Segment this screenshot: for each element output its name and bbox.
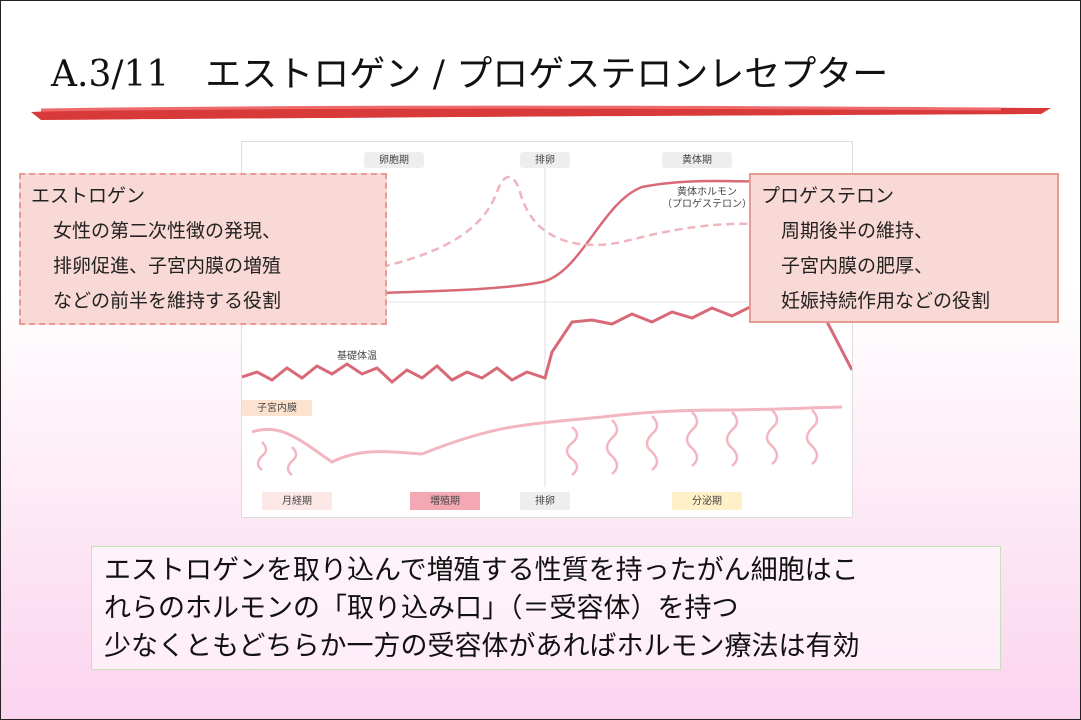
phase-label: 分泌期 [692, 494, 722, 507]
phase-box [672, 492, 742, 510]
phase-box [662, 152, 732, 168]
phase-label: 黄体期 [682, 153, 712, 166]
temperature-line [242, 300, 852, 384]
summary-box: エストロゲンを取り込んで増殖する性質を持ったがん細胞はこ れらのホルモンの「取り… [91, 546, 1001, 670]
callout-line: 妊娠持続作用などの役割 [781, 290, 991, 312]
summary-line: エストロゲンを取り込んで増殖する性質を持ったがん細胞はこ [104, 555, 859, 586]
estrogen-callout: エストロゲン 女性の第二次性徴の発現、 排卵促進、子宮内膜の増殖 などの前半を維… [19, 173, 387, 325]
phase-box [520, 152, 570, 168]
phase-label: 月経期 [282, 494, 312, 507]
progesterone-callout: プロゲステロン 周期後半の維持、 子宮内膜の肥厚、 妊娠持続作用などの役割 [749, 173, 1059, 323]
endometrium-label: 子宮内膜 [257, 401, 297, 414]
temperature-label: 基礎体温 [337, 349, 377, 362]
phase-box [520, 492, 570, 510]
callout-line: 子宮内膜の肥厚、 [781, 255, 934, 277]
estrogen-curve [381, 175, 763, 269]
phase-box [410, 492, 480, 510]
endometrium-tag [242, 400, 312, 416]
phase-label: 排卵 [535, 494, 555, 507]
phase-box [262, 492, 332, 510]
summary-line: 少なくともどちらか一方の受容体があればホルモン療法は有効 [104, 631, 860, 662]
progesterone-curve [242, 179, 852, 299]
phase-label: 排卵 [535, 153, 555, 166]
phase-box [364, 152, 424, 168]
callout-title: エストロゲン [31, 185, 146, 207]
callout-line: などの前半を維持する役割 [53, 290, 282, 312]
callout-line: 女性の第二次性徴の発現、 [53, 220, 282, 242]
callout-line: 周期後半の維持、 [781, 220, 934, 242]
brush-underline [31, 105, 1051, 120]
hormone-label: 黄体ホルモン [677, 185, 737, 198]
phase-label: 増殖期 [430, 494, 460, 507]
phase-label: 卵胞期 [379, 154, 409, 166]
slide-title: A.3/11 エストロゲン / プロゲステロンレセプター [51, 54, 889, 95]
callout-title: プロゲステロン [761, 185, 895, 207]
endometrium-wave [251, 405, 843, 464]
callout-line: 排卵促進、子宮内膜の増殖 [53, 255, 282, 277]
summary-line: れらのホルモンの「取り込み口」（＝受容体）を持つ [104, 593, 739, 624]
endometrium-glands [256, 409, 819, 476]
hormone-label: （プロゲステロン） [662, 198, 752, 210]
